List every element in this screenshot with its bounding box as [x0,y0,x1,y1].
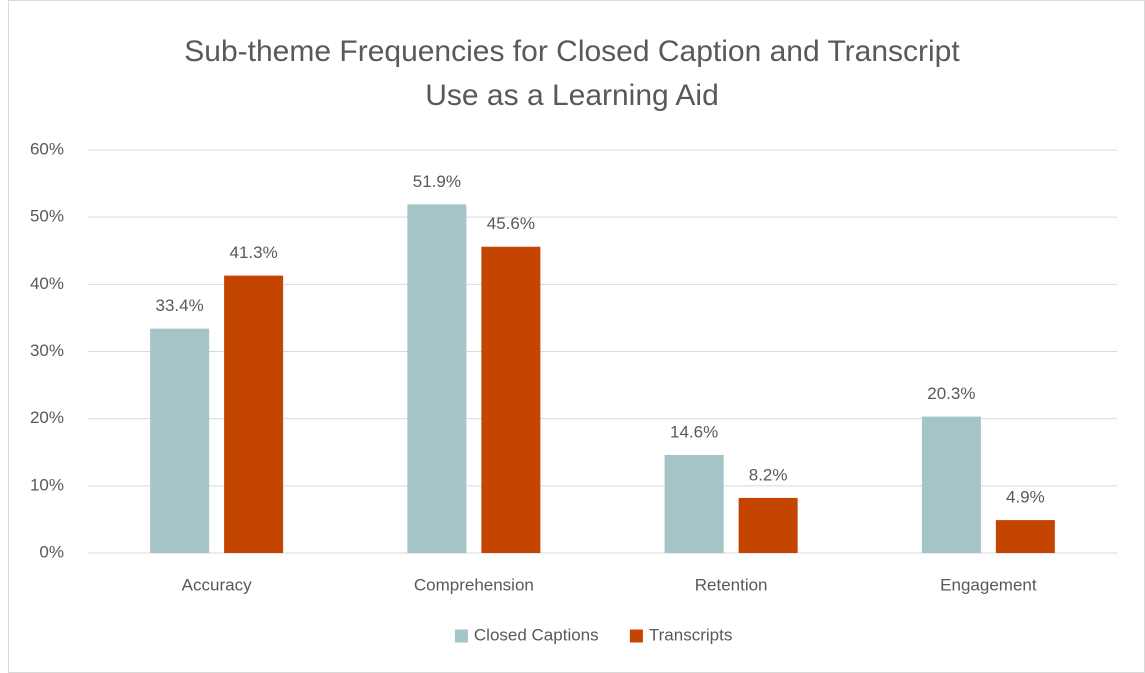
data-label: 33.4% [156,296,204,315]
bar [224,275,284,553]
legend-swatch [454,629,468,643]
legend-label: Closed Captions [474,625,599,644]
chart-title: Sub-theme Frequencies for Closed Caption… [184,35,960,112]
y-tick-label: 20% [30,408,64,427]
data-label: 51.9% [413,172,461,191]
x-tick-label: Accuracy [182,575,252,594]
bar [664,454,724,553]
x-tick-label: Comprehension [414,575,534,594]
data-label: 4.9% [1006,488,1045,507]
data-label: 8.2% [749,465,788,484]
bar [481,246,541,553]
y-tick-label: 10% [30,475,64,494]
x-tick-label: Engagement [940,575,1037,594]
data-label: 14.6% [670,422,718,441]
bar [150,328,210,553]
legend-swatch [629,629,643,643]
data-label: 45.6% [487,214,535,233]
bar [995,520,1055,553]
y-tick-label: 60% [30,139,64,158]
data-label: 20.3% [927,384,975,403]
y-tick-label: 40% [30,274,64,293]
legend-label: Transcripts [649,625,732,644]
bar [921,416,981,553]
bar [738,497,798,553]
y-tick-label: 0% [39,542,64,561]
y-tick-label: 30% [30,341,64,360]
bar [407,204,467,553]
x-tick-label: Retention [695,575,768,594]
y-tick-label: 50% [30,207,64,226]
data-label: 41.3% [230,243,278,262]
